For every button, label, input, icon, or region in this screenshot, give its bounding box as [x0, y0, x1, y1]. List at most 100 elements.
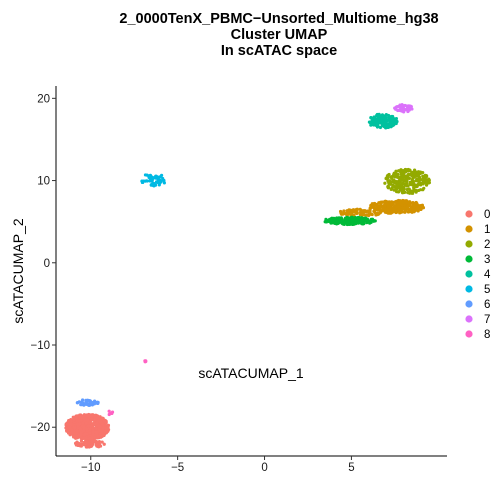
legend-label-7: 7 — [484, 314, 490, 326]
point-cluster-5 — [149, 183, 154, 187]
point-cluster-5 — [161, 178, 166, 182]
point-cluster-0 — [102, 442, 106, 446]
point-cluster-1 — [341, 212, 345, 216]
point-cluster-2 — [393, 181, 397, 185]
point-cluster-0 — [95, 419, 100, 423]
point-cluster-3 — [347, 222, 351, 226]
point-cluster-2 — [402, 185, 406, 190]
x-axis-title: scATACUMAP_1 — [198, 365, 303, 381]
point-cluster-6 — [93, 399, 97, 403]
point-cluster-0 — [81, 436, 85, 440]
point-cluster-2 — [410, 170, 414, 174]
point-cluster-3 — [362, 221, 366, 226]
point-cluster-3 — [335, 222, 339, 226]
point-cluster-2 — [416, 173, 420, 178]
legend-label-6: 6 — [484, 299, 490, 311]
point-cluster-2 — [405, 188, 409, 192]
point-cluster-0 — [84, 445, 88, 449]
point-cluster-2 — [386, 176, 390, 180]
point-cluster-1 — [373, 208, 377, 213]
y-tick-label: 10 — [37, 176, 50, 188]
point-cluster-1 — [368, 208, 372, 212]
point-cluster-0 — [77, 419, 81, 423]
legend: 0 1 2 3 4 5 6 7 8 — [465, 209, 491, 341]
point-cluster-1 — [398, 211, 402, 215]
point-cluster-0 — [83, 436, 88, 440]
point-cluster-4 — [377, 115, 381, 119]
point-cluster-1 — [391, 207, 395, 211]
point-cluster-0 — [97, 417, 102, 421]
point-cluster-5 — [160, 173, 164, 178]
y-tick-label: 20 — [37, 93, 50, 105]
point-cluster-0 — [64, 422, 68, 426]
point-cluster-1 — [381, 200, 385, 204]
axes-layer: −10 −5 0 5 −20 −10 0 10 20 — [30, 86, 447, 474]
point-cluster-0 — [94, 430, 98, 434]
legend-key-8 — [465, 330, 473, 338]
point-cluster-1 — [375, 202, 379, 206]
point-cluster-3 — [361, 218, 365, 222]
legend-label-5: 5 — [484, 284, 490, 296]
legend-key-7 — [465, 315, 473, 323]
point-cluster-2 — [408, 180, 412, 184]
point-cluster-1 — [403, 210, 407, 214]
point-cluster-3 — [344, 217, 348, 221]
point-cluster-4 — [378, 125, 383, 130]
point-cluster-5 — [156, 179, 160, 183]
point-cluster-1 — [362, 209, 366, 213]
point-cluster-1 — [370, 202, 374, 206]
point-cluster-2 — [400, 182, 404, 186]
point-cluster-4 — [382, 119, 386, 123]
point-cluster-5 — [149, 178, 153, 182]
point-cluster-0 — [95, 416, 99, 420]
point-cluster-0 — [75, 441, 80, 445]
point-cluster-1 — [375, 206, 379, 210]
point-cluster-0 — [101, 426, 106, 430]
point-cluster-0 — [101, 423, 105, 427]
point-cluster-4 — [376, 124, 380, 128]
point-cluster-1 — [374, 212, 379, 216]
point-cluster-0 — [103, 420, 107, 424]
point-cluster-2 — [421, 171, 425, 175]
point-cluster-3 — [337, 217, 341, 221]
x-tick-label: 0 — [261, 462, 267, 474]
point-cluster-2 — [422, 186, 426, 190]
point-cluster-4 — [383, 123, 388, 127]
legend-label-4: 4 — [484, 269, 491, 281]
point-cluster-0 — [78, 415, 82, 419]
point-cluster-2 — [405, 178, 409, 182]
point-cluster-2 — [423, 175, 428, 180]
point-cluster-1 — [381, 207, 385, 211]
point-cluster-0 — [88, 428, 92, 432]
point-cluster-1 — [413, 208, 417, 213]
chart-title: 2_0000TenX_PBMC−Unsorted_Multiome_hg38 C… — [119, 11, 438, 59]
point-cluster-1 — [405, 205, 410, 209]
point-cluster-0 — [65, 429, 69, 433]
point-cluster-0 — [75, 422, 80, 426]
point-cluster-0 — [94, 427, 99, 431]
point-cluster-4 — [372, 115, 376, 119]
point-cluster-3 — [350, 222, 354, 226]
point-cluster-1 — [346, 212, 351, 216]
point-cluster-1 — [346, 209, 351, 213]
point-cluster-0 — [100, 440, 104, 444]
point-cluster-2 — [413, 189, 418, 193]
point-cluster-7 — [400, 105, 404, 110]
point-cluster-0 — [90, 443, 95, 447]
point-cluster-2 — [389, 175, 393, 179]
legend-key-0 — [465, 210, 473, 218]
point-cluster-0 — [85, 418, 90, 422]
point-cluster-6 — [87, 403, 91, 407]
x-tick-label: 5 — [348, 462, 354, 474]
point-cluster-6 — [75, 401, 79, 405]
legend-label-0: 0 — [484, 209, 490, 221]
point-cluster-1 — [386, 204, 391, 208]
point-cluster-1 — [383, 207, 388, 211]
point-cluster-5 — [153, 183, 158, 187]
point-cluster-1 — [382, 204, 386, 208]
point-cluster-1 — [349, 211, 354, 215]
point-cluster-4 — [386, 124, 390, 128]
point-cluster-0 — [100, 431, 104, 435]
point-cluster-5 — [159, 180, 163, 184]
